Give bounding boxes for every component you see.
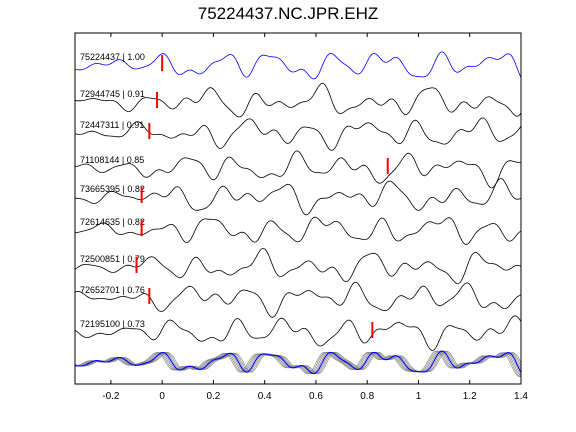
trace-line-72195100	[74, 315, 522, 351]
trace-label-71108144: 71108144 | 0.85	[80, 155, 144, 165]
x-tick-label: 0.8	[360, 391, 374, 402]
trace-label-73665395: 73665395 | 0.82	[80, 184, 145, 194]
stack-line-72652701	[75, 350, 522, 377]
trace-label-72652701: 72652701 | 0.76	[80, 285, 145, 295]
x-axis: -0.2 0 0.2 0.4 0.6 0.8 1 1.2 1.4	[102, 33, 528, 402]
trace-label-72944745: 72944745 | 0.91	[80, 89, 145, 99]
x-tick-label: 0.6	[309, 391, 323, 402]
trace-line-72500851	[74, 247, 522, 285]
x-tick-label: 0.4	[258, 391, 272, 402]
plot-frame	[74, 32, 522, 385]
trace-label-75224437: 75224437 | 1.00	[80, 52, 145, 62]
trace-label-group: 75224437 | 1.00 72944745 | 0.91 72447311 |…	[80, 52, 145, 329]
trace-line-71108144	[74, 150, 521, 189]
stack-line-72447311	[74, 350, 522, 374]
x-tick-label: 1	[416, 391, 422, 402]
trace-line-73665395	[74, 178, 522, 216]
x-tick-label: 1.4	[514, 391, 528, 402]
trace-label-72614635: 72614635 | 0.82	[80, 217, 145, 227]
trace-label-72500851: 72500851 | 0.79	[80, 254, 145, 264]
trace-label-72447311: 72447311 | 0.91	[80, 120, 144, 130]
trace-line-72614635	[75, 216, 522, 245]
stack-line-71108144	[74, 350, 522, 374]
x-tick-label: 0.2	[206, 391, 220, 402]
trace-label-72195100: 72195100 | 0.73	[80, 319, 145, 329]
x-tick-label: -0.2	[102, 391, 120, 402]
stack-group	[74, 350, 522, 377]
pick-marker-group	[135, 55, 389, 338]
x-tick-label: 0	[159, 391, 165, 402]
trace-line-75224437	[74, 51, 522, 80]
trace-group	[74, 51, 522, 351]
x-tick-label: 1.2	[463, 391, 477, 402]
stack-line-reference	[74, 350, 522, 375]
trace-line-72944745	[74, 83, 522, 118]
chart-title: 75224437.NC.JPR.EHZ	[197, 4, 379, 23]
